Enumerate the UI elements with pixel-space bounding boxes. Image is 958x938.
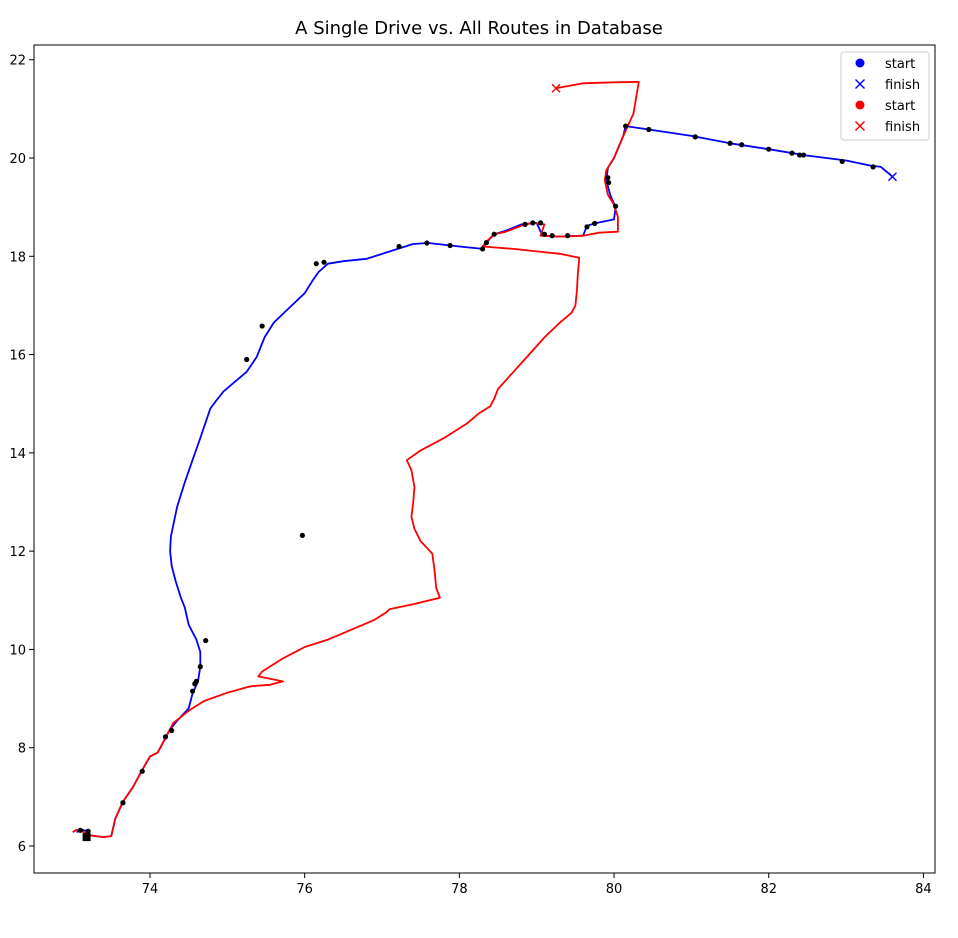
- legend-entry: start: [855, 57, 915, 72]
- point-marker: [479, 246, 486, 252]
- y-tick-label: 12: [9, 545, 26, 560]
- point-marker: [605, 175, 611, 181]
- point-marker: [424, 240, 430, 246]
- finish-marker: [551, 83, 561, 93]
- point-marker: [623, 123, 629, 129]
- point-marker: [244, 356, 250, 363]
- point-marker: [299, 532, 305, 539]
- point-marker: [396, 243, 402, 250]
- point-marker: [727, 140, 733, 146]
- legend-marker-circle: [855, 100, 865, 110]
- legend-entry: start: [855, 99, 915, 114]
- legend: start finish start finish: [840, 51, 930, 141]
- y-tick-label: 20: [9, 152, 26, 167]
- y-tick-label: 16: [9, 349, 26, 364]
- finish-marker: [887, 172, 897, 182]
- y-tick-label: 8: [18, 742, 26, 757]
- legend-label: finish: [885, 120, 920, 135]
- legend-marker-x: [855, 79, 865, 89]
- x-tick-label: 80: [606, 882, 623, 897]
- x-tick-label: 76: [296, 882, 313, 897]
- y-tick-label: 18: [9, 250, 26, 265]
- point-marker: [797, 152, 803, 158]
- point-marker: [189, 688, 196, 694]
- point-marker: [739, 142, 745, 148]
- point-marker: [522, 221, 528, 227]
- legend-entry: finish: [855, 120, 920, 135]
- square-marker: [82, 833, 91, 842]
- point-marker: [549, 233, 555, 239]
- point-marker: [483, 239, 490, 246]
- point-marker: [541, 231, 548, 237]
- markers: [77, 83, 897, 842]
- legend-marker-x: [855, 121, 865, 131]
- point-marker: [692, 134, 698, 140]
- x-tick-label: 82: [760, 882, 777, 897]
- legend-label: start: [885, 99, 915, 114]
- y-tick-label: 22: [9, 54, 26, 69]
- x-tick-label: 84: [915, 882, 932, 897]
- legend-label: finish: [885, 78, 920, 93]
- point-marker: [77, 827, 84, 833]
- series-line-2: [72, 81, 640, 838]
- point-marker: [592, 220, 598, 226]
- point-marker: [203, 637, 209, 644]
- y-tick-label: 14: [9, 447, 26, 462]
- legend-entry: finish: [855, 78, 920, 93]
- point-marker: [839, 158, 845, 165]
- x-tick-label: 74: [142, 882, 159, 897]
- point-marker: [646, 126, 652, 133]
- point-marker: [530, 220, 536, 226]
- point-marker: [537, 220, 544, 226]
- point-marker: [565, 233, 571, 239]
- point-marker: [197, 664, 203, 670]
- point-marker: [193, 678, 200, 684]
- point-marker: [85, 828, 91, 834]
- y-tick-label: 10: [9, 643, 26, 658]
- point-marker: [447, 242, 453, 249]
- point-marker: [870, 164, 876, 170]
- axes: 74 76 78 80 82 84 6 8 10 12 14 16 18 20 22: [9, 44, 936, 897]
- point-marker: [606, 179, 612, 186]
- legend-label: start: [885, 57, 915, 72]
- point-marker: [491, 231, 497, 237]
- point-marker: [612, 203, 619, 209]
- point-marker: [120, 800, 126, 806]
- x-tick-label: 78: [451, 882, 468, 897]
- point-marker: [313, 261, 319, 267]
- point-marker: [169, 727, 175, 734]
- axes-frame: [33, 44, 936, 874]
- point-marker: [321, 259, 327, 265]
- point-marker: [789, 150, 795, 156]
- point-marker: [259, 323, 265, 329]
- y-tick-label: 6: [18, 840, 26, 855]
- chart-title: A Single Drive vs. All Routes in Databas…: [295, 18, 663, 39]
- legend-marker-circle: [855, 58, 865, 68]
- point-marker: [584, 224, 590, 230]
- point-marker: [800, 152, 807, 158]
- legend-box: [840, 51, 930, 141]
- point-marker: [139, 768, 145, 774]
- point-marker: [162, 734, 169, 740]
- point-marker: [766, 146, 772, 152]
